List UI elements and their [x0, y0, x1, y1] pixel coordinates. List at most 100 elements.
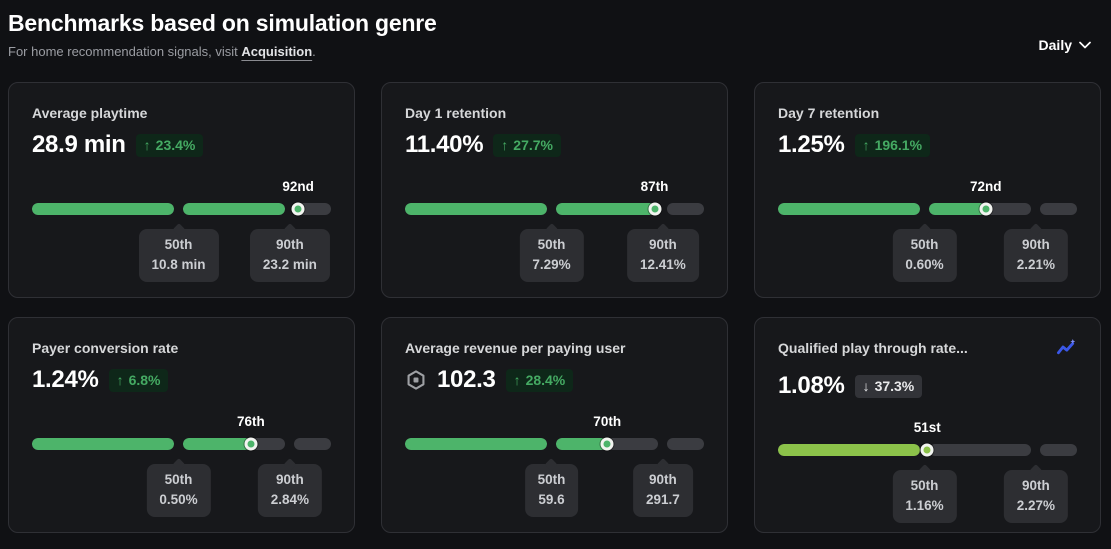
p50-tooltip: 50th 0.60% — [892, 229, 957, 283]
percentile-bar — [405, 437, 704, 451]
percentile-label: 70th — [593, 414, 622, 429]
benchmark-card-average-playtime: Average playtime 28.9 min ↑ 23.4% 92nd 50… — [8, 82, 355, 298]
p50-value: 1.16% — [905, 497, 944, 513]
percentile-bar — [32, 202, 331, 216]
p50-value: 0.50% — [159, 491, 198, 507]
card-title: Day 7 retention — [778, 105, 880, 121]
p90-tooltip: 90th 23.2 min — [249, 229, 330, 283]
percentile-chart: 70th 50th 59.6 90th 291.7 — [405, 414, 704, 522]
metric-value: 102.3 — [437, 366, 496, 393]
bar-segment — [182, 203, 286, 215]
percentile-label: 92nd — [282, 179, 314, 194]
change-value: 28.4% — [525, 371, 566, 388]
benchmark-card-day1-retention: Day 1 retention 11.40% ↑ 27.7% 87th 50th … — [381, 82, 728, 298]
bar-segment — [32, 203, 175, 215]
percentile-marker — [979, 202, 993, 216]
trend-arrow-icon: ↑ — [862, 136, 870, 153]
p90-label: 90th — [1021, 478, 1050, 493]
percentile-label: 72nd — [970, 179, 1002, 194]
metric-value: 28.9 min — [32, 131, 126, 158]
benchmark-card-day7-retention: Day 7 retention 1.25% ↑ 196.1% 72nd 50th … — [754, 82, 1101, 298]
card-title: Average revenue per paying user — [405, 340, 626, 356]
percentile-bar — [405, 202, 704, 216]
p50-tooltip: 50th 7.29% — [519, 229, 584, 283]
bar-segment — [294, 438, 331, 450]
percentile-chart: 87th 50th 7.29% 90th 12.41% — [405, 179, 704, 287]
p90-tooltip: 90th 2.27% — [1003, 470, 1069, 524]
percentile-label: 76th — [237, 414, 265, 429]
page-subtitle: For home recommendation signals, visit A… — [8, 44, 1093, 59]
page-title: Benchmarks based on simulation genre — [8, 10, 437, 36]
change-value: 6.8% — [128, 371, 161, 388]
bar-segment — [667, 203, 704, 215]
percentile-label: 51st — [913, 420, 941, 435]
acquisition-link[interactable]: Acquisition — [241, 44, 313, 59]
period-dropdown[interactable]: Daily — [1039, 37, 1091, 53]
p90-label: 90th — [648, 472, 677, 487]
change-badge: ↑ 23.4% — [135, 133, 204, 157]
p50-label: 50th — [164, 472, 193, 487]
percentile-label: 87th — [640, 179, 669, 194]
p90-tooltip: 90th 2.21% — [1003, 229, 1069, 283]
p50-label: 50th — [164, 237, 193, 252]
metric-value: 1.08% — [778, 372, 845, 399]
bar-segment — [1040, 203, 1077, 215]
p90-label: 90th — [275, 472, 304, 487]
bar-segment — [1040, 444, 1077, 456]
robux-icon — [405, 369, 427, 391]
p90-value: 291.7 — [645, 491, 680, 507]
benchmark-card-arppu: Average revenue per paying user 102.3 ↑ 2… — [381, 317, 728, 533]
p50-tooltip: 50th 0.50% — [146, 464, 211, 518]
subtitle-text: For home recommendation signals, visit — [8, 44, 242, 59]
p50-label: 50th — [910, 478, 939, 493]
change-value: 27.7% — [513, 136, 553, 153]
metric-value: 11.40% — [405, 131, 484, 158]
benchmark-card-payer-conversion: Payer conversion rate 1.24% ↑ 6.8% 76th 5… — [8, 317, 355, 533]
percentile-marker — [648, 202, 662, 216]
trend-arrow-icon: ↑ — [143, 136, 151, 153]
trend-arrow-icon: ↑ — [513, 371, 521, 388]
p90-tooltip: 90th 12.41% — [626, 229, 699, 283]
bar-segment — [778, 203, 921, 215]
chevron-down-icon — [1079, 41, 1091, 49]
trend-chart-icon[interactable] — [1056, 338, 1077, 362]
p50-value: 10.8 min — [151, 256, 206, 272]
bar-segment — [667, 438, 704, 450]
p50-tooltip: 50th 59.6 — [524, 464, 579, 518]
period-dropdown-value: Daily — [1038, 37, 1072, 53]
p90-value: 2.27% — [1016, 497, 1056, 513]
bar-segment — [555, 203, 659, 215]
p50-value: 7.29% — [532, 256, 571, 272]
card-title: Qualified play through rate... — [778, 340, 968, 356]
card-title: Average playtime — [32, 105, 148, 121]
p90-label: 90th — [1021, 237, 1050, 252]
bar-segment — [778, 444, 921, 456]
p90-label: 90th — [648, 237, 677, 252]
metric-value: 1.24% — [32, 366, 99, 393]
p90-value: 2.84% — [270, 491, 310, 507]
p90-label: 90th — [275, 237, 304, 252]
p50-value: 0.60% — [905, 256, 944, 272]
p90-value: 23.2 min — [262, 256, 317, 272]
trend-arrow-icon: ↑ — [116, 371, 124, 388]
p50-label: 50th — [537, 237, 566, 252]
percentile-bar — [778, 443, 1077, 457]
change-badge: ↑ 28.4% — [505, 368, 574, 392]
change-badge: ↓ 37.3% — [854, 374, 923, 398]
benchmark-card-qualified-play-through: Qualified play through rate... 1.08% ↓ 37… — [754, 317, 1101, 533]
trend-arrow-icon: ↓ — [862, 377, 870, 394]
bar-segment — [182, 438, 286, 450]
percentile-chart: 92nd 50th 10.8 min 90th 23.2 min — [32, 179, 331, 287]
percentile-marker — [920, 443, 934, 457]
change-value: 196.1% — [874, 136, 923, 153]
p50-label: 50th — [910, 237, 939, 252]
change-badge: ↑ 196.1% — [854, 133, 931, 157]
percentile-bar — [32, 437, 331, 451]
p90-value: 2.21% — [1016, 256, 1056, 272]
percentile-chart: 76th 50th 0.50% 90th 2.84% — [32, 414, 331, 522]
change-value: 23.4% — [155, 136, 196, 153]
subtitle-period: . — [312, 44, 316, 59]
p50-tooltip: 50th 1.16% — [892, 470, 957, 524]
trend-arrow-icon: ↑ — [501, 136, 509, 153]
percentile-marker — [291, 202, 305, 216]
